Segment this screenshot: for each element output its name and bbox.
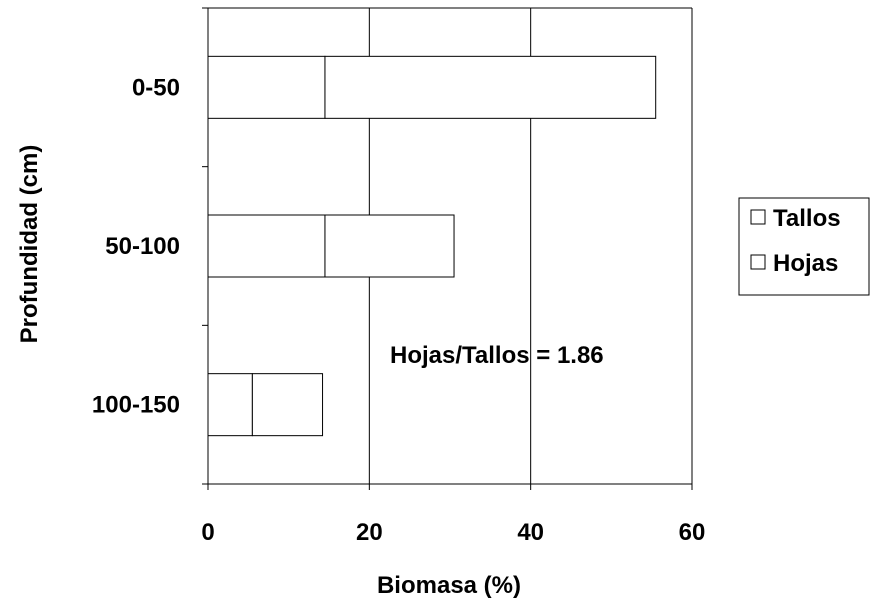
legend-swatch-tallos xyxy=(750,209,766,225)
y-tick-label: 50-100 xyxy=(105,233,180,260)
legend-label-hojas: Hojas xyxy=(773,250,838,277)
y-tick-label: 0-50 xyxy=(132,74,180,101)
x-tick-label: 60 xyxy=(679,519,706,546)
bars xyxy=(207,55,657,437)
legend-box xyxy=(738,197,870,296)
y-axis-label: Profundidad (cm) xyxy=(16,145,43,344)
bar-tallos-100-150 xyxy=(207,373,253,437)
bar-hojas-100-150 xyxy=(251,373,324,437)
bar-hojas-0-50 xyxy=(324,55,657,119)
legend-label-tallos: Tallos xyxy=(773,205,841,232)
bar-tallos-0-50 xyxy=(207,55,326,119)
bar-hojas-50-100 xyxy=(324,214,455,278)
x-axis-label: Biomasa (%) xyxy=(377,572,521,599)
x-tick-label: 0 xyxy=(201,519,214,546)
axes xyxy=(202,7,693,490)
bar-tallos-50-100 xyxy=(207,214,326,278)
x-tick-label: 20 xyxy=(356,519,383,546)
x-tick-label: 40 xyxy=(517,519,544,546)
legend: Tallos Hojas xyxy=(738,197,870,296)
y-tick-label: 100-150 xyxy=(92,392,180,419)
legend-swatch-hojas xyxy=(750,254,766,270)
ratio-annotation: Hojas/Tallos = 1.86 xyxy=(390,342,604,369)
tick-labels: 0-50 50-100 100-150 0 20 40 60 xyxy=(92,74,705,546)
